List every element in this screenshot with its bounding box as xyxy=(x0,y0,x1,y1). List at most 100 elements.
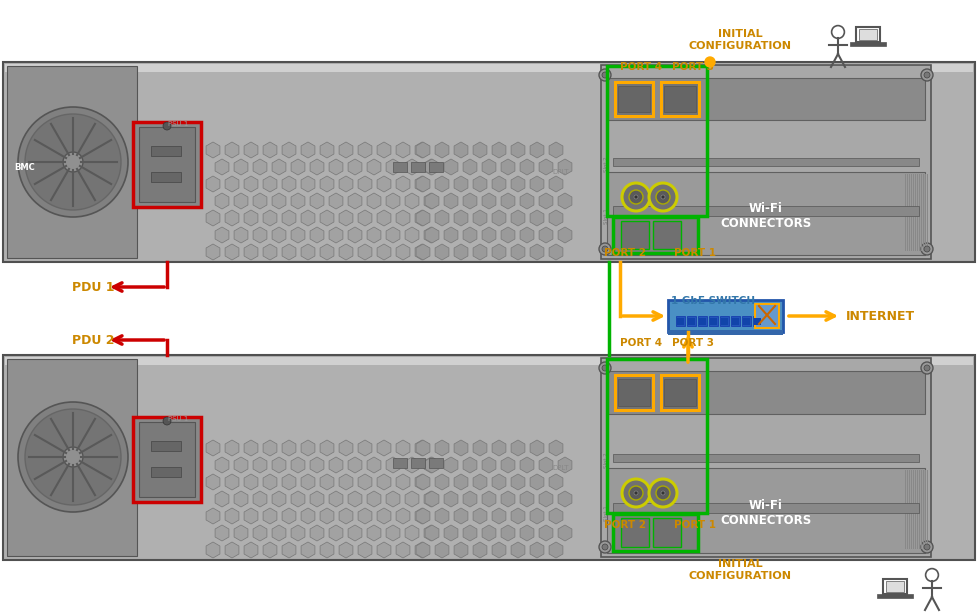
Circle shape xyxy=(599,362,611,374)
Text: PORT 2: PORT 2 xyxy=(604,248,646,258)
Bar xyxy=(393,458,407,468)
Bar xyxy=(919,174,920,251)
Bar xyxy=(917,174,918,251)
Text: INTERNET: INTERNET xyxy=(846,309,915,323)
Circle shape xyxy=(18,402,128,512)
Bar xyxy=(7,66,137,258)
Bar xyxy=(607,371,925,414)
Circle shape xyxy=(163,122,171,130)
Bar xyxy=(913,470,914,549)
Circle shape xyxy=(634,195,638,199)
Bar xyxy=(913,174,914,251)
Text: DPLT: DPLT xyxy=(553,169,569,175)
Circle shape xyxy=(656,190,670,204)
Bar xyxy=(883,578,906,594)
Bar xyxy=(688,318,695,325)
Text: Slot 1: Slot 1 xyxy=(604,208,609,224)
Circle shape xyxy=(602,72,608,78)
Circle shape xyxy=(661,195,665,199)
Circle shape xyxy=(924,246,930,252)
Text: PORT 2: PORT 2 xyxy=(604,520,646,530)
Bar xyxy=(925,174,926,251)
Bar xyxy=(653,221,681,249)
Text: DPLT: DPLT xyxy=(553,464,569,471)
Bar xyxy=(676,316,685,326)
Bar xyxy=(133,122,201,207)
Bar xyxy=(857,26,880,42)
Bar xyxy=(607,359,707,513)
Circle shape xyxy=(924,365,930,371)
Bar xyxy=(911,470,912,549)
Bar xyxy=(621,518,649,547)
Circle shape xyxy=(649,479,677,507)
Bar xyxy=(653,518,681,547)
Text: PORT 1: PORT 1 xyxy=(674,248,716,258)
Bar xyxy=(915,174,916,251)
Text: INITIAL
CONFIGURATION: INITIAL CONFIGURATION xyxy=(689,559,792,581)
Bar xyxy=(923,174,924,251)
Bar xyxy=(7,359,137,556)
Bar xyxy=(859,28,877,40)
Bar xyxy=(601,65,931,259)
Bar xyxy=(607,468,925,553)
Circle shape xyxy=(602,246,608,252)
Bar xyxy=(601,358,931,557)
Circle shape xyxy=(18,107,128,217)
Text: Slot 2: Slot 2 xyxy=(604,452,609,468)
Bar xyxy=(613,158,919,166)
Circle shape xyxy=(634,491,638,495)
Bar xyxy=(621,221,649,249)
Circle shape xyxy=(661,491,665,495)
Text: Wi-Fi
CONNECTORS: Wi-Fi CONNECTORS xyxy=(720,499,811,527)
Bar xyxy=(915,470,916,549)
Bar xyxy=(909,174,910,251)
Bar xyxy=(732,318,739,325)
Bar xyxy=(755,304,779,328)
Bar xyxy=(661,375,699,410)
Bar xyxy=(919,470,920,549)
Bar xyxy=(905,470,906,549)
Bar xyxy=(923,470,924,549)
Text: PSU 1: PSU 1 xyxy=(168,416,188,422)
Circle shape xyxy=(629,190,643,204)
Bar xyxy=(429,458,443,468)
Text: Wi-Fi
CONNECTORS: Wi-Fi CONNECTORS xyxy=(720,202,811,230)
Bar xyxy=(139,422,195,497)
Bar xyxy=(911,174,912,251)
Bar xyxy=(927,470,928,549)
Circle shape xyxy=(921,541,933,553)
Circle shape xyxy=(622,479,650,507)
Bar xyxy=(5,64,973,72)
Bar xyxy=(151,146,181,156)
Bar xyxy=(677,318,684,325)
Text: PORT 3: PORT 3 xyxy=(672,62,714,72)
Text: 1 GbE SWITCH: 1 GbE SWITCH xyxy=(671,296,755,306)
Bar xyxy=(133,417,201,502)
Bar xyxy=(731,316,740,326)
Bar xyxy=(925,470,926,549)
Circle shape xyxy=(924,544,930,550)
Bar xyxy=(850,42,886,46)
Bar xyxy=(613,454,919,462)
Text: PSU 1: PSU 1 xyxy=(168,121,188,127)
Text: Slot 1: Slot 1 xyxy=(604,505,609,521)
Text: PORT 3: PORT 3 xyxy=(672,338,714,348)
Bar xyxy=(139,127,195,202)
Bar xyxy=(921,174,922,251)
Circle shape xyxy=(705,57,715,67)
Bar xyxy=(720,316,729,326)
Bar xyxy=(664,86,696,112)
Bar xyxy=(3,355,975,560)
Circle shape xyxy=(921,69,933,81)
Text: INITIAL
CONFIGURATION: INITIAL CONFIGURATION xyxy=(689,29,792,51)
Bar xyxy=(909,470,910,549)
Bar xyxy=(698,316,707,326)
Bar xyxy=(615,82,653,116)
Bar xyxy=(687,316,696,326)
Bar xyxy=(615,375,653,410)
Bar xyxy=(877,594,913,598)
Bar xyxy=(618,86,650,112)
Text: PORT 4: PORT 4 xyxy=(620,338,662,348)
Circle shape xyxy=(163,417,171,425)
Bar xyxy=(753,316,762,326)
